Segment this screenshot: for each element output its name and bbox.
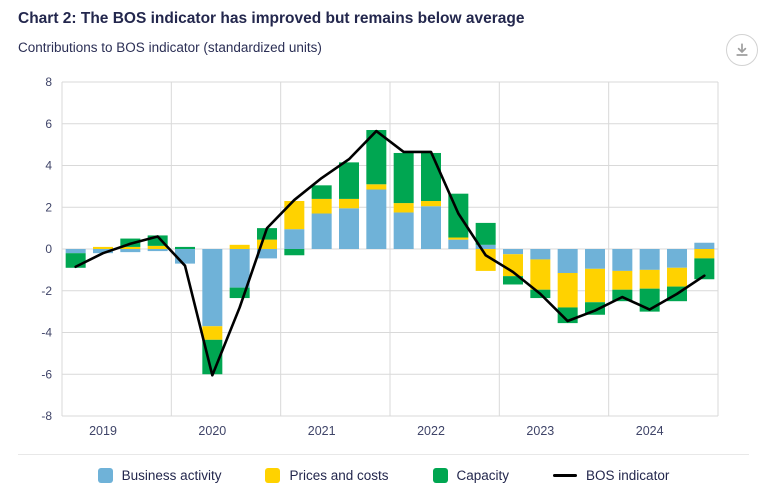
y-axis-label: 0: [45, 242, 52, 256]
bar-segment-business: [93, 249, 113, 254]
chart-title: Chart 2: The BOS indicator has improved …: [18, 10, 525, 27]
legend-color-swatch: [97, 468, 113, 483]
bar-segment-business: [475, 244, 496, 249]
bar-segment-prices: [339, 198, 359, 209]
x-axis-label: 2019: [89, 424, 117, 438]
bar-segment-prices: [147, 245, 168, 249]
download-button[interactable]: [726, 34, 758, 66]
bar-segment-business: [421, 206, 441, 249]
bar-segment-capacity: [284, 249, 305, 256]
bar-segment-capacity: [421, 152, 441, 201]
bar-segment-capacity: [503, 276, 523, 285]
bar-segment-prices: [667, 267, 687, 287]
bar-segment-prices: [284, 200, 305, 230]
bar-segment-prices: [612, 270, 633, 290]
x-axis-label: 2022: [417, 424, 445, 438]
bar-segment-prices: [694, 249, 715, 259]
bar-segment-prices: [393, 203, 414, 213]
bar-segment-prices: [448, 237, 469, 240]
legend-color-swatch: [432, 468, 448, 483]
bar-segment-prices: [93, 246, 113, 249]
legend-label: BOS indicator: [586, 468, 670, 483]
bar-segment-business: [694, 242, 715, 249]
y-axis-label: 4: [45, 159, 52, 173]
y-axis-label: -4: [41, 326, 52, 340]
y-axis-label: -8: [41, 409, 52, 423]
y-axis-label: -2: [41, 284, 52, 298]
bar-segment-business: [147, 249, 168, 252]
y-axis-label: 8: [45, 75, 52, 89]
bar-segment-capacity: [612, 289, 633, 302]
bar-segment-capacity: [694, 258, 715, 280]
bar-segment-business: [393, 212, 414, 249]
x-axis-label: 2023: [526, 424, 554, 438]
bar-segment-prices: [475, 249, 496, 271]
bar-segment-prices: [202, 326, 223, 340]
bar-segment-prices: [503, 254, 523, 277]
x-axis-label: 2020: [198, 424, 226, 438]
bar-segment-capacity: [175, 246, 195, 249]
bar-segment-prices: [557, 273, 578, 308]
y-axis-label: -6: [41, 367, 52, 381]
x-axis-label: 2021: [308, 424, 336, 438]
legend-label: Capacity: [456, 468, 510, 483]
download-icon: [736, 43, 748, 56]
bar-segment-business: [311, 213, 332, 249]
legend-line-marker: [553, 474, 578, 477]
bar-segment-business: [639, 249, 660, 270]
bar-segment-business: [257, 249, 277, 259]
bar-segment-business: [120, 249, 141, 253]
legend-label: Prices and costs: [289, 468, 389, 483]
bar-segment-prices: [530, 259, 551, 290]
legend-label: Business activity: [121, 468, 222, 483]
legend-item-capacity[interactable]: Capacity: [432, 468, 510, 483]
bar-segment-prices: [421, 200, 441, 207]
bar-segment-prices: [120, 246, 141, 249]
bar-segment-prices: [366, 184, 387, 190]
bar-segment-business: [612, 249, 633, 271]
bar-segment-capacity: [475, 222, 496, 245]
bos-indicator-line: [74, 129, 706, 377]
bar-segment-business: [585, 249, 605, 269]
bar-segment-business: [530, 249, 551, 260]
bar-segment-prices: [311, 198, 332, 214]
legend-color-swatch: [265, 468, 281, 483]
legend-item-prices-and-costs[interactable]: Prices and costs: [265, 468, 389, 483]
chart-plot: 8 6 4 2 0 -2 -4 -6 -8 2019 2020 2021 2022 2023 2024: [41, 75, 719, 438]
y-axis-label: 6: [45, 117, 52, 131]
chart-subtitle: Contributions to BOS indicator (standard…: [18, 40, 322, 55]
bar-segment-business: [667, 249, 687, 268]
legend-item-bos-indicator[interactable]: BOS indicator: [553, 468, 669, 483]
bar-segment-business: [557, 249, 578, 274]
bar-segment-business: [229, 249, 250, 288]
bar-segment-capacity: [147, 235, 168, 246]
bar-segment-capacity: [366, 130, 387, 185]
bar-segment-capacity: [339, 162, 359, 199]
bar-segment-prices: [229, 244, 250, 249]
bar-segment-business: [65, 249, 86, 254]
bar-segment-business: [503, 249, 523, 255]
bar-segment-business: [202, 249, 223, 327]
bar-segment-capacity: [229, 287, 250, 299]
bar-segment-prices: [585, 268, 605, 303]
chart-legend: Business activity Prices and costs Capacit…: [18, 454, 749, 483]
y-axis-label: 2: [45, 200, 52, 214]
bar-segment-business: [366, 189, 387, 249]
bar-segment-business: [284, 229, 305, 249]
bar-segment-business: [339, 208, 359, 249]
bar-segment-business: [448, 239, 469, 249]
bar-segment-prices: [639, 269, 660, 289]
x-axis-label: 2024: [636, 424, 664, 438]
bar-segment-capacity: [393, 152, 414, 204]
bar-segment-capacity: [311, 185, 332, 199]
legend-item-business-activity[interactable]: Business activity: [97, 468, 222, 483]
bar-segment-prices: [257, 239, 277, 249]
bar-segment-capacity: [257, 228, 277, 240]
bar-segment-business: [175, 249, 195, 264]
